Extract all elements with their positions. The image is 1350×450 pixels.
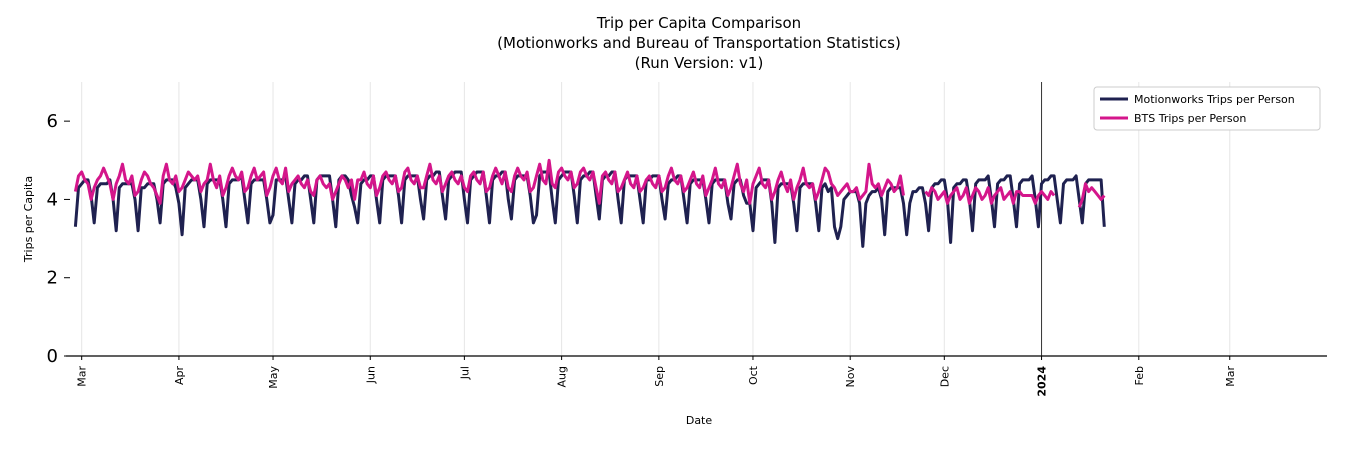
x-tick-label: Mar (76, 366, 89, 387)
legend-label-motionworks: Motionworks Trips per Person (1134, 93, 1295, 106)
title-line-2: (Motionworks and Bureau of Transportatio… (497, 34, 901, 52)
x-tick-label: Jul (458, 366, 471, 380)
x-tick-label: Aug (556, 366, 569, 387)
y-tick-label: 6 (47, 111, 58, 132)
x-tick-label: Oct (747, 365, 760, 385)
x-axis-ticks: Mar Apr May Jun Jul Aug Sep Oct Nov Dec 2024 Feb Mar (76, 356, 1237, 397)
x-tick-label: Nov (844, 366, 857, 388)
y-axis-label: Trips per Capita (22, 176, 35, 263)
y-tick-label: 2 (47, 268, 58, 289)
grid-lines (81, 82, 1231, 356)
series-line-motionworks (73, 170, 1106, 248)
y-axis-ticks: 0 2 4 6 (47, 111, 70, 367)
chart-title: Trip per Capita Comparison (Motionworks … (497, 14, 901, 72)
title-line-1: Trip per Capita Comparison (596, 14, 801, 32)
x-tick-label: Mar (1224, 366, 1237, 387)
y-tick-label: 4 (47, 189, 58, 210)
x-tick-label: Feb (1133, 366, 1146, 385)
x-tick-label: 2024 (1036, 366, 1049, 397)
legend-box (1093, 86, 1321, 131)
x-axis-label: Date (686, 414, 713, 427)
x-tick-label: Sep (653, 366, 666, 387)
series-lines (73, 158, 1106, 248)
x-tick-label: Dec (938, 366, 951, 387)
series-line-bts (73, 158, 1106, 208)
legend-label-bts: BTS Trips per Person (1134, 112, 1246, 125)
legend: Motionworks Trips per Person BTS Trips p… (1093, 86, 1321, 131)
x-tick-label: Jun (364, 366, 377, 384)
y-tick-label: 0 (47, 346, 58, 367)
x-tick-label: Apr (173, 366, 186, 386)
title-line-3: (Run Version: v1) (635, 54, 764, 72)
x-tick-label: May (267, 366, 280, 389)
